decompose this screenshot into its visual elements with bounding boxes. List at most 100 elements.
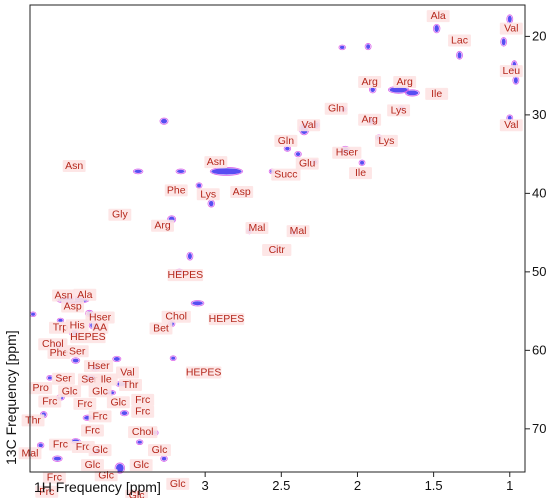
peak-annotation: Asn (62, 160, 86, 173)
peak-label-background (80, 459, 104, 472)
y-tick-label: 60 (532, 342, 546, 357)
peak-contour-outer (52, 455, 63, 462)
peak-label-background (499, 119, 523, 132)
peak-label: HEPES (168, 269, 204, 281)
peak-label-background (62, 160, 86, 173)
peak-label-background (185, 366, 222, 379)
peak-annotation: Arg (358, 113, 382, 126)
peak-annotation: Ile (425, 87, 449, 100)
peak-label: Arg (154, 220, 171, 232)
peak-contour (72, 358, 79, 363)
peak-label: Glu (299, 158, 316, 170)
peak-contour (53, 456, 62, 461)
peak-label-background (271, 168, 301, 181)
y-tick-label: 70 (532, 421, 546, 436)
peak-label-background (61, 300, 85, 313)
peak-label-background (393, 76, 417, 89)
peak-label: Ile (101, 374, 112, 386)
peak-contour-outer (159, 117, 169, 125)
peak-label: HEPES (186, 366, 222, 378)
peak-label: Frc (47, 472, 62, 484)
peak-label-background (230, 185, 254, 198)
peak-contour (58, 318, 63, 323)
peak-label: Glc (85, 459, 101, 471)
peak-label-background (245, 222, 269, 235)
peak-label: Gly (112, 209, 129, 221)
peak-contour-outer (135, 439, 144, 445)
peak-label: Ser (69, 345, 86, 357)
peak-label-background (151, 219, 174, 232)
peak-label-background (91, 321, 109, 334)
peak-annotation: Glc (88, 385, 112, 398)
peak-contour (457, 52, 462, 59)
peak-label-background (448, 34, 471, 47)
peak-label: Arg (397, 76, 414, 88)
peak-contour (160, 118, 168, 124)
peak-label: Asn (54, 290, 72, 302)
peak-annotation: Arg (393, 76, 417, 89)
peak-label-background (387, 104, 411, 117)
peak-label: Hser (336, 147, 359, 159)
peak-annotation: Frc (80, 424, 104, 437)
peak-label-background (128, 426, 158, 439)
peak-annotation: Glc (129, 459, 153, 472)
peak-annotation: Ile (349, 167, 372, 180)
peak-label: Gln (278, 135, 295, 147)
peak-annotation: Frc (42, 471, 66, 484)
peak-annotation: Glc (80, 459, 104, 472)
peak-annotation: HEPES (209, 313, 244, 326)
peak-annotation: HEPES (168, 269, 204, 282)
peak-contour (211, 168, 242, 175)
peak-label: Val (504, 23, 518, 35)
peak-contour (47, 376, 52, 380)
y-tick-label: 50 (532, 264, 546, 279)
peak-annotation: Lys (387, 104, 411, 117)
peak-contour-outer (119, 409, 129, 417)
peak-annotation: Chol (128, 426, 158, 439)
peak-label: Ala (431, 10, 446, 22)
peak-contour-outer (186, 251, 194, 261)
peak-label-background (374, 134, 398, 147)
peak-annotation: Frc (131, 393, 155, 406)
peak-contour-outer (114, 462, 126, 474)
peak-label: Asn (65, 160, 83, 172)
peak-label-background (129, 459, 153, 472)
peak-annotation: Ala (426, 10, 450, 23)
peak-contour (389, 87, 408, 93)
peak-annotation: Gln (274, 134, 298, 147)
peak-label-background (262, 244, 292, 257)
peak-contour-outer (112, 355, 122, 363)
peak-label: Frc (135, 406, 150, 418)
peak-label-background (125, 489, 149, 498)
peak-label: Succ (274, 169, 297, 181)
peak-annotation: Thr (21, 414, 45, 427)
peak-contour (285, 146, 290, 151)
peak-label: Mal (290, 225, 307, 237)
peak-label-background (108, 208, 132, 221)
peak-annotation: Mal (245, 222, 269, 235)
peak-annotation: Frc (49, 438, 72, 451)
x-tick-label: 2.5 (272, 478, 290, 493)
peak-label-background (65, 319, 89, 332)
peak-label-background (286, 225, 310, 238)
peak-label: Bet (153, 323, 169, 335)
peak-label: Asp (233, 186, 251, 198)
peak-annotation: Mal (286, 225, 310, 238)
peak-contour-outer (71, 357, 81, 364)
peak-label: Ala (77, 289, 92, 301)
peak-contour (507, 115, 512, 121)
peak-label: Hser (87, 360, 110, 372)
peak-label: Val (302, 119, 316, 131)
peak-label: Glc (133, 459, 149, 471)
peak-label: Thr (123, 379, 139, 391)
peak-label-background (116, 366, 139, 379)
peak-contour (339, 45, 345, 49)
peak-annotation: Asp (61, 300, 85, 313)
peak-contour (116, 463, 124, 473)
peak-annotation: His (65, 319, 89, 332)
peak-label: Arg (361, 114, 378, 126)
peak-contour (113, 357, 120, 361)
peak-annotation: Glc (88, 444, 112, 457)
peak-contour-outer (175, 168, 186, 175)
peak-annotation: AA (91, 321, 109, 334)
